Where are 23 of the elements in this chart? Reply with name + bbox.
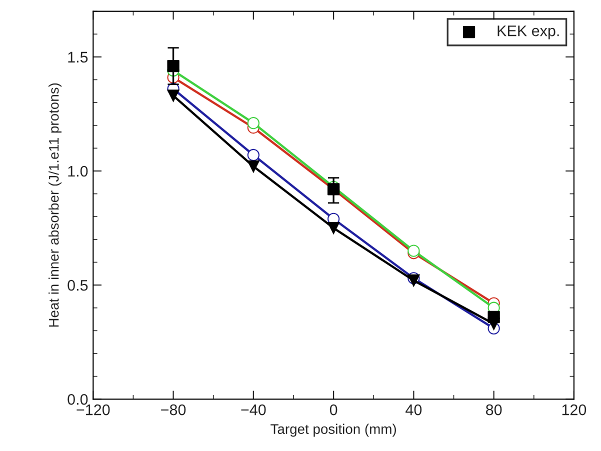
y-axis-title: Heat in inner absorber (J/1.e11 protons) <box>48 83 62 327</box>
x-tick-label: −80 <box>161 404 186 416</box>
point <box>408 274 420 287</box>
y-tick-label: 1.0 <box>68 166 88 177</box>
x-tick-label: 0 <box>330 404 338 416</box>
x-tick-label: 80 <box>486 404 502 416</box>
legend-label: KEK exp. <box>498 26 559 40</box>
point <box>247 148 260 162</box>
point <box>247 160 260 172</box>
y-tick-label: 0.0 <box>68 394 88 405</box>
y-tick-label: 0.5 <box>68 280 88 291</box>
y-tick-label: 1.5 <box>68 52 88 63</box>
point <box>408 244 420 257</box>
point <box>247 116 260 130</box>
x-axis-title: Target position (mm) <box>270 424 396 437</box>
point <box>167 60 180 72</box>
x-tick-label: 40 <box>406 404 422 416</box>
point <box>488 310 500 324</box>
point <box>167 90 180 102</box>
point <box>327 222 340 234</box>
x-tick-label: −40 <box>241 404 266 416</box>
x-tick-label: 120 <box>562 404 586 416</box>
x-tick-label: −120 <box>76 404 110 416</box>
